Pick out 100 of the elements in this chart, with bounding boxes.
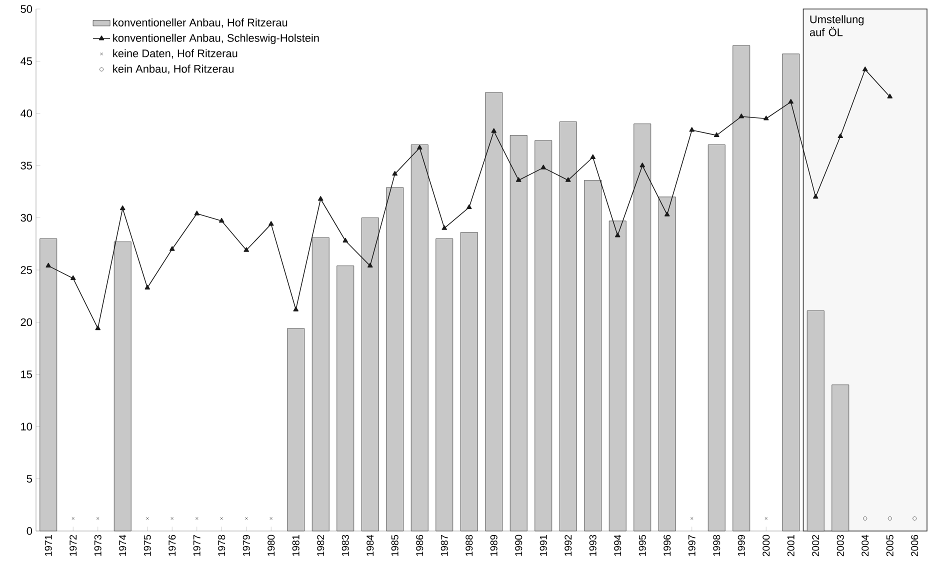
x-tick-label: 1982 <box>317 535 324 556</box>
x-tick-label: 1972 <box>70 535 77 556</box>
y-tick-label: 35 <box>20 162 32 170</box>
bar <box>559 122 577 532</box>
x-tick-label: 1984 <box>366 534 374 556</box>
bar <box>732 45 750 532</box>
point <box>664 212 670 216</box>
x-tick-label: 1971 <box>44 535 52 556</box>
point <box>146 517 149 520</box>
x-tick-label: 1985 <box>391 534 398 556</box>
bar <box>460 232 478 532</box>
point <box>72 517 75 520</box>
bar <box>485 92 503 532</box>
point <box>144 284 150 290</box>
point <box>466 204 472 210</box>
point <box>244 247 250 252</box>
y-tick-label: 15 <box>21 370 32 378</box>
y-tick-label: 25 <box>20 266 32 274</box>
y-tick-label: 20 <box>20 318 32 326</box>
bar <box>287 328 305 532</box>
x-tick-label: 2001 <box>787 535 794 556</box>
point <box>293 306 299 312</box>
point <box>120 205 126 210</box>
point <box>268 221 274 226</box>
bar <box>608 220 626 532</box>
x-tick-label: 2003 <box>836 534 844 556</box>
bar <box>40 238 58 532</box>
point <box>194 210 200 216</box>
bar <box>312 237 330 532</box>
point <box>169 246 175 251</box>
bar <box>114 242 132 532</box>
x-tick-label: 2006 <box>911 534 918 556</box>
point <box>244 517 248 520</box>
x-tick-label: 1995 <box>638 534 646 556</box>
point <box>540 164 546 170</box>
point <box>195 517 198 520</box>
x-tick-label: 1983 <box>342 534 349 556</box>
x-tick-label: 1976 <box>168 534 176 556</box>
x-tick-label: 1990 <box>515 534 522 556</box>
y-tick-label: 5 <box>26 474 32 483</box>
y-tick-label: 50 <box>20 5 32 13</box>
y-tick-label: 0 <box>26 527 32 535</box>
x-tick-label: 1980 <box>268 534 275 556</box>
y-tick-label: 40 <box>20 110 32 118</box>
bar <box>782 54 800 532</box>
point <box>170 517 174 520</box>
point <box>838 133 844 138</box>
x-tick-label: 1992 <box>564 535 572 556</box>
point <box>367 262 373 268</box>
point <box>863 516 868 520</box>
point <box>442 225 448 230</box>
point <box>689 127 695 132</box>
bar <box>584 180 602 532</box>
legend-label: kein Anbau, Hof Ritzerau <box>113 64 234 74</box>
point <box>220 517 224 520</box>
x-tick-label: 1973 <box>94 534 102 556</box>
point <box>912 516 917 520</box>
point <box>318 196 324 201</box>
bar <box>436 238 454 532</box>
bar <box>410 144 428 532</box>
x-tick-label: 1997 <box>688 535 696 556</box>
bar <box>336 266 354 532</box>
bar <box>386 187 404 532</box>
legend-label: keine Daten, Hof Ritzerau <box>113 49 238 59</box>
x-tick-label: 2004 <box>862 534 869 556</box>
legend-label: konventioneller Anbau, Hof Ritzerau <box>113 18 288 28</box>
point <box>640 162 646 168</box>
x-tick-label: 1986 <box>416 534 424 556</box>
point <box>565 177 571 182</box>
point <box>70 275 76 280</box>
x-tick-label: 1999 <box>738 534 745 556</box>
x-tick-label: 1993 <box>589 534 596 556</box>
point <box>812 194 818 199</box>
x-tick-label: 1998 <box>713 534 720 556</box>
point <box>690 517 694 520</box>
point <box>270 517 273 520</box>
legend-label: konventioneller Anbau, Schleswig-Holstein <box>113 34 319 44</box>
point <box>590 154 596 159</box>
x-tick-label: 1991 <box>540 535 547 556</box>
point <box>738 114 744 118</box>
point <box>416 144 422 150</box>
point <box>764 517 768 520</box>
band-label: Umstellung auf ÖL <box>810 15 864 36</box>
point <box>218 218 224 223</box>
x-tick-label: 1989 <box>490 534 498 556</box>
x-tick-label: 1977 <box>193 535 200 556</box>
point <box>887 94 893 98</box>
point <box>714 132 720 138</box>
x-tick-label: 1975 <box>144 534 151 556</box>
point <box>46 262 52 268</box>
bar <box>361 218 379 532</box>
point <box>342 238 348 242</box>
point <box>888 516 892 520</box>
bar <box>510 135 528 532</box>
bar <box>634 124 652 532</box>
point <box>862 66 868 72</box>
x-tick-label: 1994 <box>614 534 622 556</box>
x-tick-label: 1974 <box>119 534 126 556</box>
x-tick-label: 2000 <box>762 534 770 556</box>
x-tick-label: 1978 <box>218 534 226 556</box>
